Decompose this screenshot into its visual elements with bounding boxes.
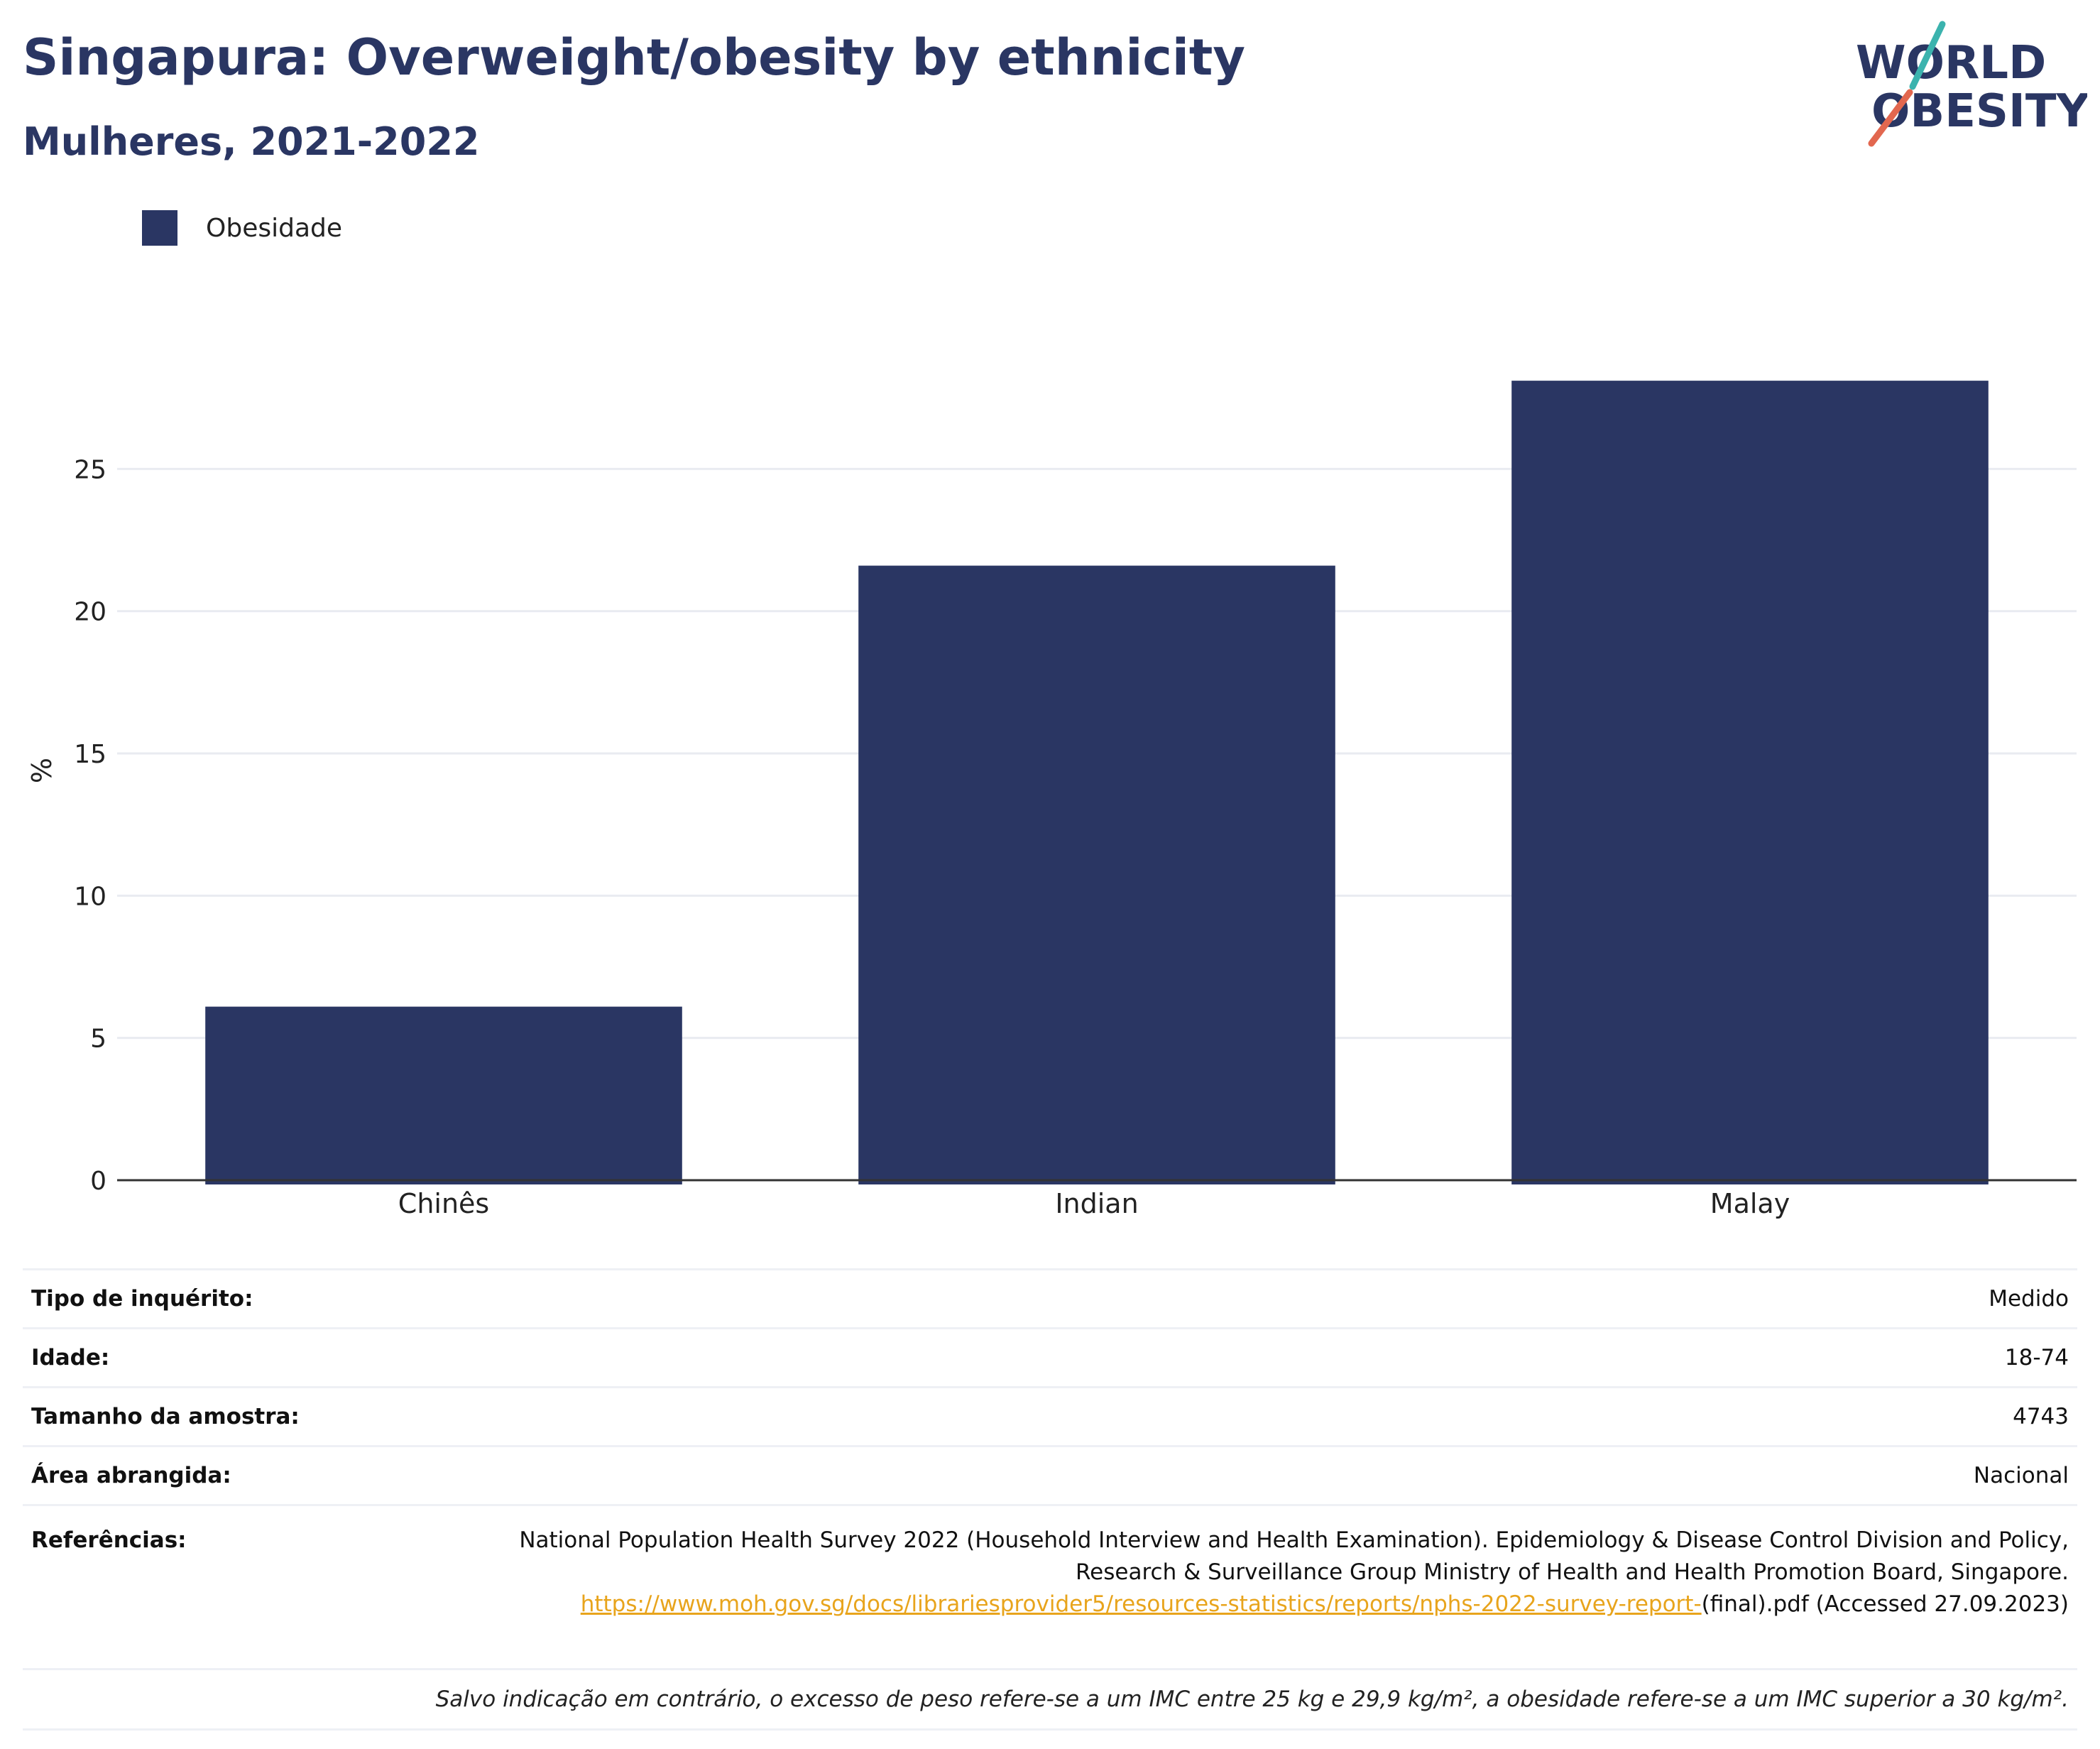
logo-slash-red bbox=[1868, 89, 1913, 147]
y-tick-label: 15 bbox=[74, 740, 106, 769]
y-tick-label: 25 bbox=[74, 455, 106, 484]
meta-label: Tipo de inquérito: bbox=[31, 1286, 253, 1312]
references-text: National Population Health Survey 2022 (… bbox=[436, 1525, 2069, 1668]
meta-value: 4743 bbox=[2013, 1404, 2069, 1429]
y-tick-label: 0 bbox=[90, 1167, 106, 1196]
bar-malay bbox=[1511, 381, 1989, 1184]
bar-indian bbox=[858, 565, 1335, 1184]
survey-details-table: Tipo de inquérito: Medido Idade: 18-74 T… bbox=[23, 1268, 2077, 1731]
meta-value: Nacional bbox=[1973, 1463, 2069, 1488]
logo-slash-teal bbox=[1909, 21, 1946, 90]
y-tick-label: 20 bbox=[74, 598, 106, 627]
y-axis-label: % bbox=[26, 758, 58, 783]
meta-label: Idade: bbox=[31, 1345, 110, 1371]
x-axis-ticks: Chinês Indian Malay bbox=[398, 1188, 1790, 1219]
meta-label: Área abrangida: bbox=[31, 1463, 231, 1488]
legend-swatch-obesidade bbox=[142, 210, 177, 246]
bars bbox=[205, 381, 1989, 1184]
meta-value: 18-74 bbox=[2004, 1345, 2069, 1371]
world-obesity-logo: WORLD OBESITY bbox=[1856, 21, 2087, 147]
logo-line1: WORLD bbox=[1856, 37, 2046, 89]
x-tick-label: Chinês bbox=[398, 1188, 489, 1219]
bar-chart: 0 5 10 15 20 25 Chinês Indian Malay % bbox=[26, 381, 2077, 1219]
meta-value: Medido bbox=[1989, 1286, 2069, 1312]
references-link[interactable]: https://www.moh.gov.sg/docs/librariespro… bbox=[580, 1591, 1702, 1617]
definitions-note-text: Salvo indicação em contrário, o excesso … bbox=[435, 1687, 2069, 1712]
meta-row-area: Área abrangida: Nacional bbox=[23, 1445, 2077, 1504]
meta-label: Tamanho da amostra: bbox=[31, 1404, 300, 1429]
references-suffix: (final).pdf (Accessed 27.09.2023) bbox=[1701, 1591, 2069, 1617]
definitions-note: Salvo indicação em contrário, o excesso … bbox=[23, 1668, 2077, 1731]
meta-row-age: Idade: 18-74 bbox=[23, 1327, 2077, 1386]
chart-title: Singapura: Overweight/obesity by ethnici… bbox=[23, 28, 1245, 87]
legend-label-obesidade: Obesidade bbox=[206, 213, 343, 243]
meta-row-references: Referências: National Population Health … bbox=[23, 1504, 2077, 1668]
y-axis-ticks: 0 5 10 15 20 25 bbox=[74, 455, 106, 1196]
meta-label: Referências: bbox=[31, 1527, 187, 1553]
chart-subtitle: Mulheres, 2021-2022 bbox=[23, 119, 480, 164]
x-tick-label: Malay bbox=[1710, 1188, 1790, 1219]
meta-row-survey-type: Tipo de inquérito: Medido bbox=[23, 1268, 2077, 1327]
x-tick-label: Indian bbox=[1055, 1188, 1138, 1219]
references-citation: National Population Health Survey 2022 (… bbox=[519, 1527, 2069, 1585]
bar-chinês bbox=[205, 1006, 682, 1184]
legend[interactable]: Obesidade bbox=[142, 210, 342, 246]
meta-row-sample-size: Tamanho da amostra: 4743 bbox=[23, 1386, 2077, 1445]
y-tick-label: 5 bbox=[90, 1025, 106, 1054]
y-tick-label: 10 bbox=[74, 882, 106, 911]
